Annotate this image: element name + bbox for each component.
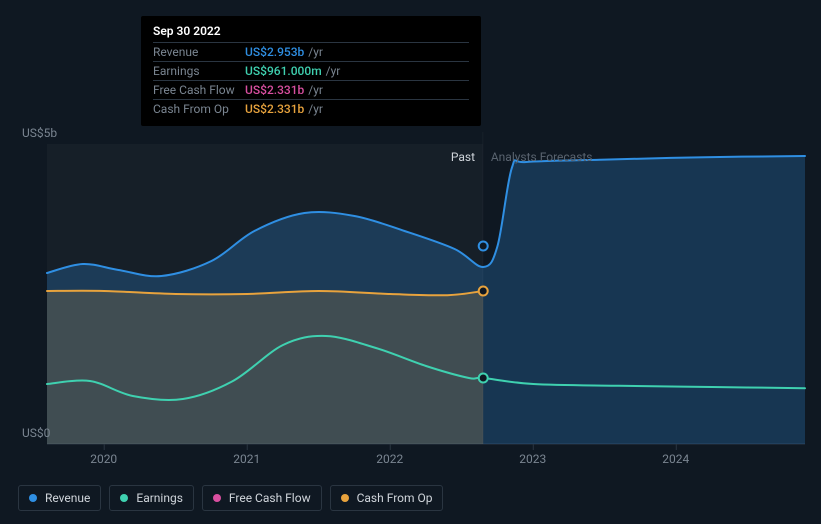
- tooltip-row: Free Cash FlowUS$2.331b/yr: [153, 80, 469, 99]
- x-axis-label: 2021: [233, 452, 260, 466]
- tooltip-row-value: US$2.953b: [245, 45, 304, 59]
- legend-item-free_cash_flow[interactable]: Free Cash Flow: [202, 485, 322, 511]
- tooltip-row-unit: /yr: [308, 83, 323, 97]
- tooltip-row: EarningsUS$961.000m/yr: [153, 61, 469, 80]
- tooltip-row-label: Revenue: [153, 45, 245, 59]
- legend-item-earnings[interactable]: Earnings: [109, 485, 194, 511]
- section-label-past: Past: [451, 150, 475, 164]
- chart-legend: Revenue Earnings Free Cash Flow Cash From O…: [18, 485, 443, 511]
- legend-item-label: Revenue: [45, 491, 90, 505]
- x-axis-label: 2024: [662, 452, 689, 466]
- tooltip-row-unit: /yr: [308, 45, 323, 59]
- chart-tooltip: Sep 30 2022RevenueUS$2.953b/yrEarningsUS…: [141, 16, 481, 126]
- legend-item-label: Cash From Op: [357, 491, 433, 505]
- tooltip-row-label: Free Cash Flow: [153, 83, 245, 97]
- legend-item-label: Earnings: [136, 491, 183, 505]
- series-marker-cash_from_op: [479, 287, 488, 296]
- x-axis-label: 2022: [376, 452, 403, 466]
- legend-item-cash_from_op[interactable]: Cash From Op: [330, 485, 444, 511]
- series-marker-revenue: [479, 242, 488, 251]
- legend-item-revenue[interactable]: Revenue: [18, 485, 101, 511]
- tooltip-row-unit: /yr: [326, 64, 341, 78]
- tooltip-row: Cash From OpUS$2.331b/yr: [153, 99, 469, 118]
- legend-swatch-icon: [29, 494, 37, 502]
- y-axis-label: US$5b: [22, 126, 57, 140]
- y-axis-label: US$0: [22, 426, 50, 440]
- tooltip-row-value: US$2.331b: [245, 83, 304, 97]
- tooltip-row-value: US$2.331b: [245, 102, 304, 116]
- x-axis-label: 2023: [519, 452, 546, 466]
- tooltip-row-unit: /yr: [308, 102, 323, 116]
- tooltip-row-label: Earnings: [153, 64, 245, 78]
- tooltip-row-value: US$961.000m: [245, 64, 322, 78]
- tooltip-row: RevenueUS$2.953b/yr: [153, 42, 469, 61]
- tooltip-title: Sep 30 2022: [153, 24, 469, 42]
- x-axis-label: 2020: [90, 452, 117, 466]
- tooltip-row-label: Cash From Op: [153, 102, 245, 116]
- section-label-forecast: Analysts Forecasts: [491, 150, 593, 164]
- legend-item-label: Free Cash Flow: [229, 491, 311, 505]
- legend-swatch-icon: [120, 494, 128, 502]
- financials-chart: US$5b US$0 2020 2021 2022 2023 2024 Past Analyst…: [0, 0, 821, 524]
- legend-swatch-icon: [341, 494, 349, 502]
- legend-swatch-icon: [213, 494, 221, 502]
- series-marker-earnings: [479, 374, 488, 383]
